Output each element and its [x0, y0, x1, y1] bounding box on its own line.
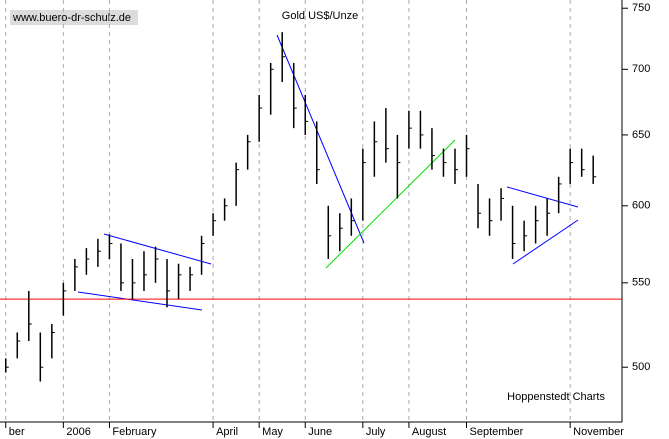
trend-line [276, 34, 365, 244]
x-tick-label: ber [9, 426, 25, 438]
source-box [10, 10, 138, 25]
y-tick-label: 700 [632, 63, 650, 75]
trend-line [512, 219, 579, 265]
x-tick-label: July [366, 426, 386, 438]
trend-line [103, 233, 212, 265]
y-tick-label: 600 [632, 200, 650, 212]
trend-line [77, 291, 203, 311]
x-tick-label: August [412, 426, 446, 438]
source: www.buero-dr-schulz.de [12, 12, 131, 24]
chart-title: Gold US$/Unze [282, 10, 358, 22]
y-tick-label: 500 [632, 361, 650, 373]
y-tick-label: 550 [632, 277, 650, 289]
x-tick-label: September [470, 426, 524, 438]
trend-line [325, 139, 456, 269]
trend-line [506, 186, 579, 208]
credit: Hoppenstedt Charts [507, 391, 605, 403]
x-tick-label: June [308, 426, 332, 438]
y-tick-label: 750 [632, 2, 650, 14]
trend-lines [77, 34, 579, 311]
x-tick-label: April [216, 426, 238, 438]
x-tick-label: 2006 [66, 426, 90, 438]
x-tick-label: February [112, 426, 157, 438]
x-tick-label: November [573, 426, 624, 438]
x-tick-label: May [262, 426, 283, 438]
y-tick-label: 650 [632, 129, 650, 141]
